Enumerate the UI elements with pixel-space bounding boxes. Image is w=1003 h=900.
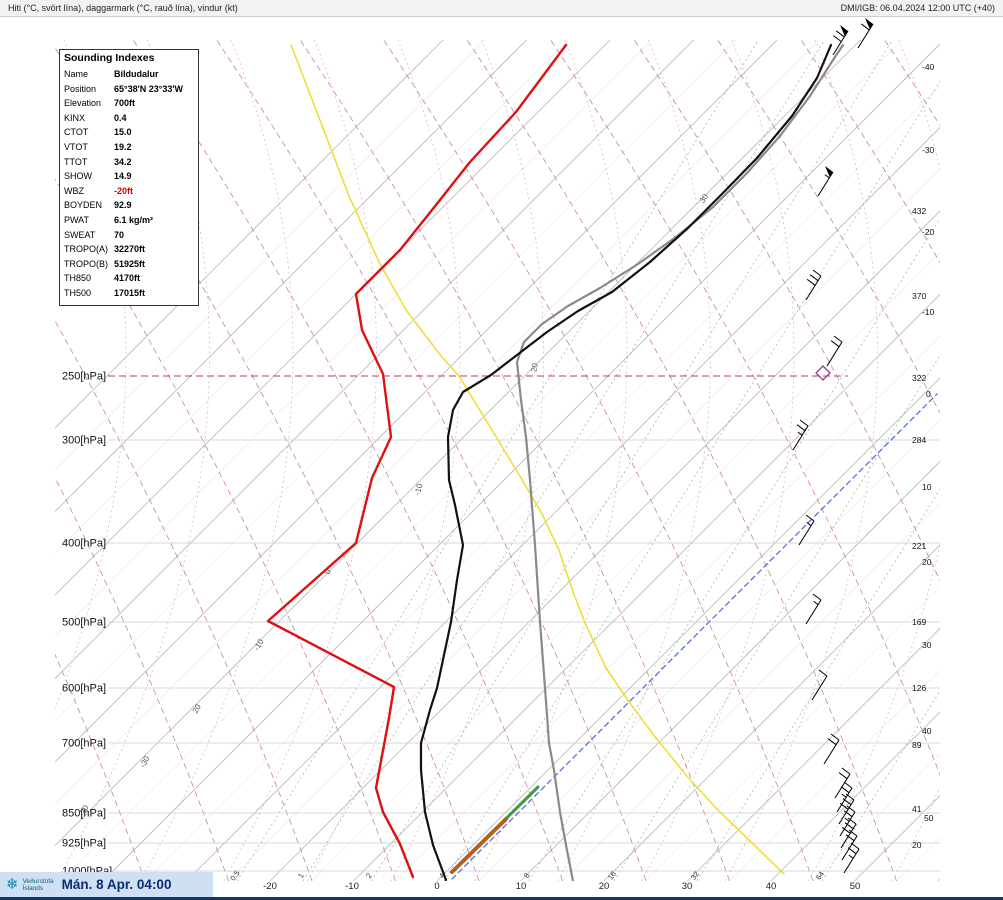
index-row: BOYDEN 92.9 bbox=[64, 200, 132, 211]
svg-text:89: 89 bbox=[912, 740, 922, 750]
svg-text:370: 370 bbox=[912, 291, 926, 301]
index-row: Elevation 700ft bbox=[64, 98, 136, 109]
index-row: KINX 0.4 bbox=[64, 112, 127, 123]
svg-text:-10: -10 bbox=[922, 307, 935, 317]
svg-text:10: 10 bbox=[922, 482, 932, 492]
vedurstofa-logo-icon: ❄ bbox=[6, 876, 19, 893]
index-row: CTOT 15.0 bbox=[64, 127, 132, 138]
svg-text:0: 0 bbox=[434, 881, 439, 892]
svg-text:300[hPa]: 300[hPa] bbox=[62, 435, 106, 447]
svg-text:32: 32 bbox=[689, 870, 701, 882]
svg-text:-10: -10 bbox=[252, 637, 266, 652]
svg-text:-20: -20 bbox=[922, 227, 935, 237]
legend-text: Hiti (°C, svört lína), daggarmark (°C, r… bbox=[8, 3, 238, 13]
wind-barbs bbox=[792, 18, 874, 874]
svg-text:30: 30 bbox=[698, 192, 711, 205]
index-row: SWEAT 70 bbox=[64, 229, 125, 240]
indexes-rows: Name Bíldudalur Position 65°38'N 23°33'W Ele… bbox=[64, 67, 194, 301]
svg-text:20: 20 bbox=[599, 881, 610, 892]
svg-text:20: 20 bbox=[191, 702, 203, 715]
svg-text:40: 40 bbox=[766, 881, 777, 892]
svg-text:41: 41 bbox=[912, 804, 922, 814]
svg-text:-20: -20 bbox=[263, 881, 277, 892]
svg-text:700[hPa]: 700[hPa] bbox=[62, 738, 106, 750]
svg-text:0: 0 bbox=[323, 567, 333, 576]
index-row: Name Bíldudalur bbox=[64, 69, 159, 79]
svg-text:-40: -40 bbox=[922, 62, 935, 72]
index-row: TH850 4170ft bbox=[64, 273, 141, 284]
index-row: Position 65°38'N 23°33'W bbox=[64, 83, 184, 94]
svg-text:0: 0 bbox=[926, 389, 931, 399]
bottom-navy-strip bbox=[0, 897, 1003, 900]
indexes-title: Sounding Indexes bbox=[64, 52, 155, 64]
valid-datetime: Mán. 8 Apr. 04:00 bbox=[61, 877, 172, 892]
gray-curve bbox=[515, 43, 845, 881]
index-row: WBZ -20ft bbox=[64, 185, 134, 196]
index-row: VTOT 19.2 bbox=[64, 141, 132, 152]
svg-text:30: 30 bbox=[922, 640, 932, 650]
svg-text:284: 284 bbox=[912, 435, 926, 445]
svg-text:850[hPa]: 850[hPa] bbox=[62, 808, 106, 820]
temperature-curve bbox=[419, 43, 833, 881]
svg-text:600[hPa]: 600[hPa] bbox=[62, 683, 106, 695]
axis-labels: 250[hPa] 300[hPa] 400[hPa] 500[hPa] 600[hPa]… bbox=[62, 62, 935, 892]
svg-text:500[hPa]: 500[hPa] bbox=[62, 617, 106, 629]
yellow-curve bbox=[290, 44, 785, 875]
sounding-indexes-panel: Sounding Indexes Name Bíldudalur Position 6… bbox=[59, 49, 199, 306]
svg-text:1: 1 bbox=[296, 871, 306, 880]
svg-text:20: 20 bbox=[922, 557, 932, 567]
svg-text:432: 432 bbox=[912, 206, 926, 216]
svg-text:2: 2 bbox=[364, 871, 374, 880]
index-row: TROPO(B) 51925ft bbox=[64, 258, 146, 269]
model-run-text: DMI/IGB: 06.04.2024 12:00 UTC (+40) bbox=[840, 3, 995, 13]
org-name-line1: Veðurstofa bbox=[22, 877, 54, 885]
svg-text:30: 30 bbox=[682, 881, 693, 892]
svg-text:221: 221 bbox=[912, 541, 926, 551]
level-marker-diamond bbox=[815, 365, 831, 381]
svg-text:8: 8 bbox=[522, 871, 532, 880]
svg-text:16: 16 bbox=[606, 870, 618, 882]
svg-text:-10: -10 bbox=[345, 881, 359, 892]
index-row: PWAT 6.1 kg/m² bbox=[64, 214, 154, 225]
top-info-bar: Hiti (°C, svört lína), daggarmark (°C, r… bbox=[0, 0, 1003, 17]
svg-text:-10: -10 bbox=[413, 482, 425, 496]
orange-segment bbox=[450, 817, 508, 874]
svg-text:400[hPa]: 400[hPa] bbox=[62, 538, 106, 550]
svg-text:20: 20 bbox=[912, 840, 922, 850]
svg-text:250[hPa]: 250[hPa] bbox=[62, 371, 106, 383]
svg-text:126: 126 bbox=[912, 683, 926, 693]
svg-text:10: 10 bbox=[516, 881, 527, 892]
index-row: TROPO(A) 32270ft bbox=[64, 244, 146, 255]
svg-text:322: 322 bbox=[912, 373, 926, 383]
sounding-curves bbox=[266, 43, 938, 881]
svg-text:20: 20 bbox=[529, 362, 540, 373]
svg-text:4: 4 bbox=[437, 871, 447, 880]
dewpoint-curve bbox=[266, 43, 568, 879]
org-name: Veðurstofa Íslands bbox=[23, 878, 54, 892]
svg-text:50: 50 bbox=[924, 813, 934, 823]
index-row: TTOT 34.2 bbox=[64, 156, 132, 167]
svg-text:925[hPa]: 925[hPa] bbox=[62, 838, 106, 850]
svg-text:-30: -30 bbox=[138, 754, 152, 769]
index-row: SHOW 14.9 bbox=[64, 171, 132, 182]
svg-text:169: 169 bbox=[912, 617, 926, 627]
footer-bar: ❄ Veðurstofa Íslands Mán. 8 Apr. 04:00 bbox=[0, 872, 213, 897]
svg-text:40: 40 bbox=[922, 726, 932, 736]
org-name-line2: Íslands bbox=[22, 884, 44, 892]
svg-text:-30: -30 bbox=[922, 145, 935, 155]
background-grid bbox=[55, 40, 940, 881]
index-row: TH500 17015ft bbox=[64, 287, 146, 298]
svg-text:64: 64 bbox=[814, 870, 826, 882]
blue-dashed-line bbox=[451, 393, 938, 880]
svg-text:50: 50 bbox=[850, 881, 861, 892]
